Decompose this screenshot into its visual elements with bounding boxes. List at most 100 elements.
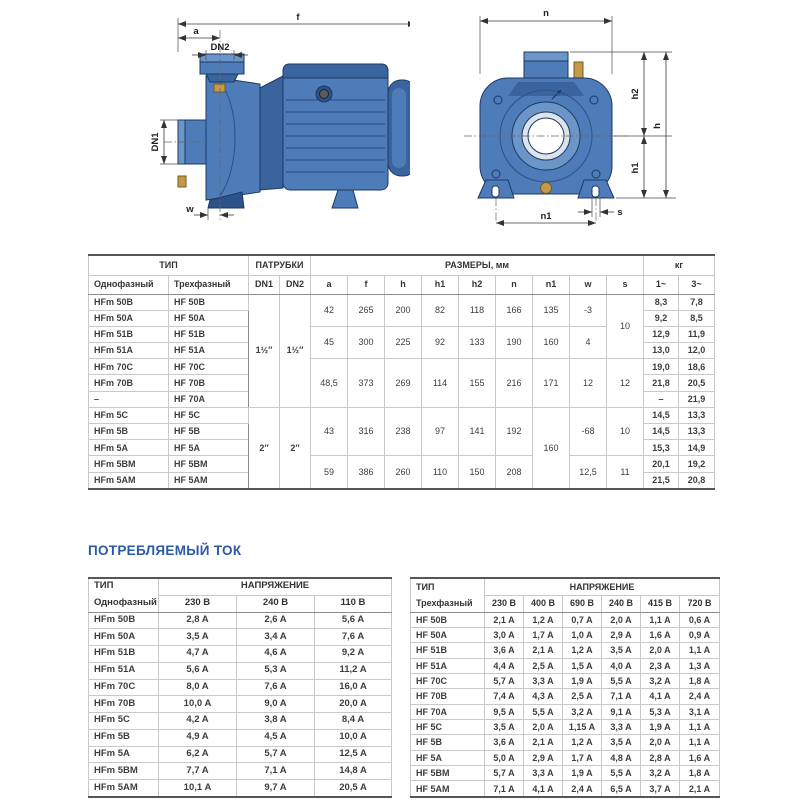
model-cell: –: [88, 390, 169, 408]
kg-cell: 11,9: [678, 325, 716, 344]
header-dn1: DN1: [248, 274, 280, 295]
kg-cell: –: [643, 390, 680, 408]
dim-h: h: [652, 52, 669, 198]
dim-cell: 48,5: [310, 358, 348, 408]
table-row: HFm 5B HF 5B 14,5 13,3: [88, 422, 716, 441]
model-cell: HFm 51B: [88, 325, 169, 344]
current-cell: 3,5 A: [484, 719, 524, 736]
current-cell: 2,4 A: [678, 688, 721, 705]
current-cell: 2,1 A: [523, 642, 563, 659]
kg-cell: 18,6: [678, 358, 716, 376]
dim-dn2: DN2: [192, 42, 248, 60]
model-cell: HF 5A: [168, 439, 249, 457]
dim-cell: 10: [605, 293, 645, 360]
header-n: n: [495, 274, 533, 295]
current-cell: 3,1 A: [678, 703, 721, 721]
model-cell: HFm 50A: [88, 628, 159, 646]
dim-cell: 160: [532, 406, 570, 490]
dim-cell: 135: [532, 293, 570, 327]
dim-cell: 300: [347, 325, 385, 360]
current-cell: 9,0 A: [236, 695, 315, 713]
pump-side-body: [177, 53, 410, 209]
model-cell: HF 5B: [410, 734, 485, 751]
header-voltage-230: 230 В: [158, 594, 237, 613]
dim-cell: 97: [421, 406, 459, 457]
header-phase: Однофазный: [88, 595, 159, 613]
model-cell: HF 70B: [168, 374, 249, 392]
table-row: HF 5C 3,5 A 2,0 A 1,15 A 3,3 A 1,9 A 1,1 A: [410, 719, 721, 736]
current-cell: 1,2 A: [523, 611, 563, 628]
current-cell: 5,7 A: [484, 765, 524, 782]
dim-w: w: [185, 204, 234, 220]
kg-cell: 14,5: [643, 422, 680, 441]
current-cell: 5,5 A: [601, 672, 641, 690]
current-cell: 4,5 A: [236, 728, 315, 747]
header-type: ТИП: [88, 254, 249, 276]
table-row: HFm 5C 4,2 A 3,8 A 8,4 A: [88, 712, 393, 730]
model-cell: HF 5AM: [168, 471, 249, 490]
table-row: HFm 51B 4,7 A 4,6 A 9,2 A: [88, 645, 393, 663]
current-cell: 2,1 A: [523, 734, 563, 751]
model-cell: HFm 5C: [88, 712, 159, 730]
dim-dn1: DN1: [150, 119, 178, 165]
dim-cell: 373: [347, 358, 385, 408]
model-cell: HF 50A: [168, 309, 249, 327]
current-cell: 2,8 A: [640, 749, 680, 767]
header-voltage-240: 240 В: [601, 594, 641, 613]
dim-cell: 133: [458, 325, 496, 360]
table-row: HFm 70B 10,0 A 9,0 A 20,0 A: [88, 695, 393, 713]
header-single-phase: Однофазный: [88, 274, 169, 295]
header-type: ТИП: [88, 577, 159, 595]
current-cell: 1,1 A: [678, 642, 721, 659]
table-row: HF 51A 4,4 A 2,5 A 1,5 A 4,0 A 2,3 A 1,3 A: [410, 657, 721, 674]
kg-cell: 20,5: [678, 374, 716, 392]
header-f: f: [347, 274, 385, 295]
current-cell: 2,5 A: [523, 657, 563, 674]
dim-cell: -68: [569, 406, 607, 457]
current-cell: 5,3 A: [640, 703, 680, 721]
kg-cell: 8,5: [678, 309, 716, 327]
header-voltage-240: 240 В: [236, 594, 315, 613]
current-cell: 1,7 A: [523, 626, 563, 644]
table-row: HF 51B 3,6 A 2,1 A 1,2 A 3,5 A 2,0 A 1,1 A: [410, 642, 721, 659]
dn-cell: 2″: [248, 406, 280, 490]
dn-cell: 2″: [279, 406, 311, 490]
dim-label-a: a: [193, 26, 199, 37]
current-cell: 1,1 A: [678, 734, 721, 751]
header-voltage-720: 720 В: [678, 594, 721, 613]
kg-cell: 19,0: [643, 358, 680, 376]
dimensions-table: ТИП ПАТРУБКИ РАЗМЕРЫ, мм кг Однофазный Т…: [88, 254, 716, 490]
kg-cell: 20,8: [678, 471, 716, 490]
table-row: HFm 5B 4,9 A 4,5 A 10,0 A: [88, 728, 393, 747]
current-cell: 5,5 A: [601, 765, 641, 782]
model-cell: HFm 51A: [88, 661, 159, 680]
current-cell: 10,0 A: [313, 728, 393, 747]
dim-n1: n1: [496, 211, 596, 226]
model-cell: HF 5B: [168, 422, 249, 441]
model-cell: HFm 70B: [88, 695, 159, 713]
current-cell: 7,7 A: [158, 762, 237, 780]
current-cell: 2,1 A: [484, 611, 524, 628]
table-row: HFm 51A HF 51A 13,0 12,0: [88, 342, 716, 360]
current-cell: 2,5 A: [562, 688, 602, 705]
current-cell: 1,1 A: [678, 719, 721, 736]
pump-front-view-drawing: n h2 h h1 s n1: [464, 8, 676, 226]
current-cell: 3,2 A: [562, 703, 602, 721]
model-cell: HF 5A: [410, 749, 485, 767]
current-cell: 2,0 A: [601, 611, 641, 628]
model-cell: HFm 51B: [88, 645, 159, 663]
model-cell: HF 51A: [410, 657, 485, 674]
kg-cell: 7,8: [678, 293, 716, 311]
current-cell: 4,7 A: [158, 645, 237, 663]
dim-cell: 150: [458, 455, 496, 490]
header-voltage-230: 230 В: [484, 594, 524, 613]
kg-cell: 14,5: [643, 406, 680, 425]
dim-cell: 92: [421, 325, 459, 360]
kg-cell: 8,3: [643, 293, 680, 311]
model-cell: HF 70A: [410, 703, 485, 721]
dim-label-s: s: [617, 207, 622, 218]
current-cell: 14,8 A: [313, 762, 393, 780]
dn-cell: 1½″: [279, 293, 311, 408]
model-cell: HFm 5A: [88, 439, 169, 457]
dim-cell: 171: [532, 358, 570, 408]
